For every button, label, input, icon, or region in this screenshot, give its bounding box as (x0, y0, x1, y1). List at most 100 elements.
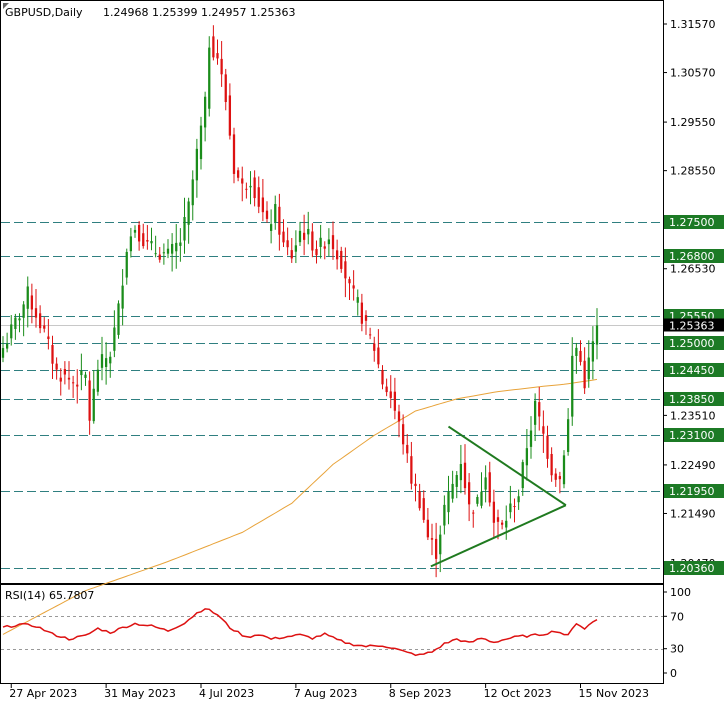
candle-body (55, 363, 58, 370)
candle-body (253, 177, 256, 199)
date-tick-label: 15 Nov 2023 (579, 687, 649, 700)
candle (282, 219, 285, 248)
candle (513, 498, 516, 523)
candle (43, 317, 46, 333)
candle (566, 408, 570, 456)
candle-body (59, 377, 62, 382)
candle (430, 523, 434, 556)
date-axis: 27 Apr 2023 31 May 2023 4 Jul 2023 7 Aug 20… (9, 684, 649, 700)
candle (195, 138, 199, 198)
candle (208, 36, 211, 117)
candle (558, 471, 562, 494)
candle (22, 301, 25, 337)
candle-body (476, 497, 479, 504)
candle-body (480, 491, 483, 506)
candle (542, 410, 545, 453)
candle (562, 450, 566, 489)
level-price-label: 1.23100 (669, 429, 715, 442)
candle-body (129, 236, 133, 252)
candle-body (38, 313, 42, 329)
candle-body (302, 232, 306, 240)
candle-body (71, 382, 75, 384)
candle (261, 178, 265, 222)
candle-body (14, 317, 17, 329)
candle-body (265, 210, 269, 219)
candle-body (195, 148, 199, 181)
candle (191, 170, 194, 221)
triangle-upper-line (447, 425, 567, 507)
candle (418, 483, 421, 511)
candle-body (583, 360, 586, 389)
candle-body (199, 125, 203, 160)
candle-body (104, 358, 108, 368)
candle-body (315, 248, 318, 256)
candle-body (579, 350, 582, 362)
candle (10, 315, 13, 346)
rsi-tick-label: 100 (670, 586, 691, 599)
candle (500, 519, 504, 530)
rsi-tick-label: 70 (670, 610, 684, 623)
candle (381, 365, 384, 390)
candle (360, 293, 364, 332)
candle (447, 475, 450, 525)
candle (34, 289, 38, 328)
candle (199, 116, 203, 170)
candle-body (385, 386, 388, 393)
candle-body (43, 325, 46, 329)
candle (257, 176, 260, 214)
level-price-box (664, 428, 724, 442)
ma-line (2, 378, 598, 635)
candle (100, 336, 104, 381)
candle-body (410, 456, 413, 484)
candle-body (566, 419, 570, 452)
candle (307, 211, 310, 245)
candle-body (542, 426, 545, 434)
candle (212, 25, 215, 61)
candle-body (406, 444, 409, 454)
candle-body (294, 245, 298, 252)
candle-body (96, 369, 100, 392)
candle-body (117, 303, 120, 335)
candle (315, 240, 318, 264)
candle-body (562, 455, 566, 485)
candle (253, 170, 256, 207)
candle-body (488, 472, 491, 503)
price-tick-label: 1.21490 (670, 507, 716, 520)
candle (521, 459, 524, 496)
candle (220, 41, 223, 87)
candle (175, 224, 178, 269)
level-price-box (664, 363, 724, 377)
candle (269, 209, 273, 244)
candle (356, 289, 359, 316)
candle-body (340, 250, 343, 269)
candle-body (191, 179, 194, 206)
candle-body (224, 74, 227, 103)
chart-title: GBPUSD,Daily (5, 6, 83, 19)
candle (117, 300, 120, 339)
candle (575, 342, 578, 374)
candle-body (88, 380, 91, 421)
candle-body (414, 483, 417, 487)
candle-body (5, 343, 9, 349)
candle-body (323, 246, 326, 249)
candle-body (30, 295, 34, 310)
candle (59, 368, 62, 396)
candle-body (533, 400, 537, 425)
candle (158, 246, 161, 263)
candle-body (443, 504, 446, 526)
candle (51, 335, 54, 380)
candle (104, 342, 108, 385)
candle-body (220, 58, 223, 75)
candle (18, 313, 21, 333)
candle-body (509, 503, 512, 513)
candle-body (241, 178, 244, 184)
date-tick-label: 4 Jul 2023 (199, 687, 254, 700)
candle (71, 375, 75, 398)
candle-body (381, 369, 384, 385)
candle (137, 221, 141, 251)
candle (38, 305, 42, 334)
current-price-box (664, 318, 724, 332)
candle (517, 489, 520, 510)
candle-body (203, 96, 207, 128)
candle-body (525, 448, 529, 466)
